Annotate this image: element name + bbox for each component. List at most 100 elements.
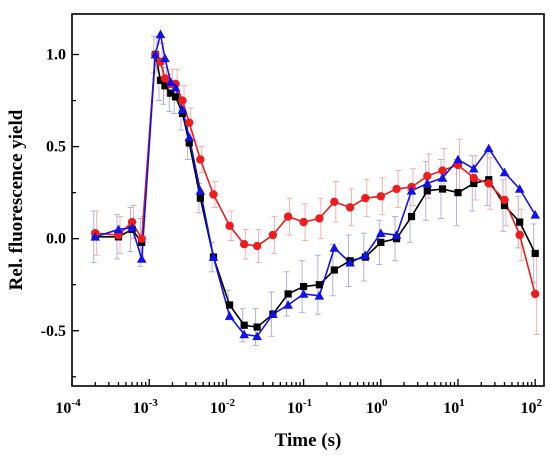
- data-point-square: [470, 179, 478, 188]
- data-point-circle: [252, 241, 262, 251]
- data-point-circle: [376, 192, 386, 201]
- data-point-square: [253, 323, 261, 331]
- data-point-circle: [225, 221, 234, 230]
- y-tick-label: -0.5: [41, 323, 66, 340]
- x-axis-ticks: 10-4 10-3 10-2 10-1 100 101 102: [55, 379, 542, 417]
- data-point-square: [407, 212, 416, 221]
- data-point-triangle: [268, 309, 278, 319]
- data-point-square: [156, 76, 165, 84]
- data-point-circle: [185, 118, 194, 127]
- data-point-circle: [531, 289, 540, 299]
- data-point-triangle: [298, 289, 309, 298]
- data-point-triangle: [239, 329, 249, 339]
- data-point-circle: [484, 179, 493, 188]
- data-point-circle: [299, 217, 308, 227]
- data-point-triangle: [283, 300, 293, 309]
- x-tick-label: 10-2: [210, 397, 236, 417]
- series-line-square: [95, 54, 536, 328]
- data-point-square: [196, 194, 204, 202]
- data-point-circle: [423, 171, 432, 181]
- data-point-triangle: [406, 185, 417, 195]
- data-point-triangle: [329, 243, 340, 252]
- series-markers: [90, 29, 541, 341]
- data-point-circle: [315, 214, 324, 223]
- data-point-triangle: [360, 250, 371, 260]
- data-point-square: [284, 290, 292, 298]
- series-line-triangle: [94, 34, 536, 338]
- data-point-circle: [515, 230, 524, 240]
- plot-frame: [71, 13, 545, 387]
- data-point-square: [315, 281, 323, 289]
- data-point-square: [225, 301, 234, 309]
- data-point-circle: [438, 166, 447, 175]
- data-point-circle: [160, 74, 170, 83]
- data-point-triangle: [468, 163, 479, 173]
- data-point-circle: [330, 197, 339, 207]
- data-point-circle: [127, 217, 137, 227]
- data-point-square: [330, 266, 338, 274]
- data-point-triangle: [165, 77, 176, 86]
- data-point-triangle: [314, 290, 325, 300]
- x-tick-label: 102: [520, 397, 542, 417]
- data-point-square: [167, 89, 175, 97]
- data-point-square: [454, 189, 462, 197]
- y-axis-ticks: -0.5 0.0 0.5 1.0: [41, 47, 79, 378]
- data-point-triangle: [127, 222, 137, 232]
- y-tick-label: 0.5: [46, 139, 66, 156]
- data-point-circle: [345, 203, 355, 212]
- data-point-triangle: [437, 173, 448, 182]
- data-point-circle: [239, 239, 249, 249]
- data-point-square: [516, 218, 524, 226]
- data-point-triangle: [391, 230, 402, 239]
- y-tick-label: 1.0: [46, 47, 66, 64]
- data-point-triangle: [252, 331, 262, 341]
- data-point-square: [438, 185, 447, 193]
- data-point-triangle: [422, 178, 433, 188]
- data-point-triangle: [160, 53, 170, 63]
- data-point-square: [161, 82, 169, 90]
- data-point-circle: [268, 230, 278, 240]
- x-tick-label: 101: [443, 397, 465, 417]
- data-point-triangle: [150, 49, 161, 59]
- data-point-circle: [500, 195, 509, 205]
- data-point-circle: [469, 173, 478, 183]
- data-point-square: [172, 93, 180, 101]
- data-point-triangle: [499, 167, 510, 177]
- data-point-triangle: [155, 29, 166, 39]
- y-axis-label: Rel. fluorescence yield: [6, 109, 27, 290]
- data-point-triangle: [514, 184, 525, 193]
- data-point-circle: [392, 184, 401, 194]
- y-tick-label: 0.0: [46, 231, 66, 248]
- data-point-triangle: [170, 82, 181, 92]
- data-point-circle: [196, 155, 205, 164]
- data-point-triangle: [345, 257, 355, 267]
- data-point-circle: [137, 234, 146, 243]
- data-point-triangle: [195, 185, 206, 195]
- data-point-triangle: [376, 228, 386, 237]
- data-point-circle: [283, 212, 293, 221]
- data-point-square: [240, 321, 248, 329]
- x-axis-label: Time (s): [275, 430, 342, 451]
- data-point-triangle: [184, 132, 195, 142]
- data-point-circle: [178, 96, 187, 105]
- data-point-square: [423, 187, 431, 195]
- data-point-triangle: [208, 252, 219, 261]
- data-point-triangle: [177, 104, 188, 114]
- data-point-triangle: [453, 154, 463, 164]
- x-tick-label: 10-4: [55, 397, 81, 417]
- data-point-circle: [209, 190, 218, 199]
- data-point-circle: [361, 193, 370, 203]
- x-tick-label: 10-3: [133, 397, 159, 417]
- data-point-triangle: [113, 224, 124, 234]
- x-tick-label: 100: [366, 397, 388, 417]
- data-point-square: [185, 139, 193, 147]
- data-point-triangle: [90, 232, 101, 241]
- data-point-triangle: [224, 311, 235, 320]
- data-point-square: [300, 282, 308, 291]
- data-point-triangle: [483, 143, 494, 153]
- data-point-square: [531, 249, 539, 258]
- data-point-square: [377, 238, 385, 246]
- data-point-triangle: [136, 254, 147, 263]
- series-line-circle: [95, 52, 536, 295]
